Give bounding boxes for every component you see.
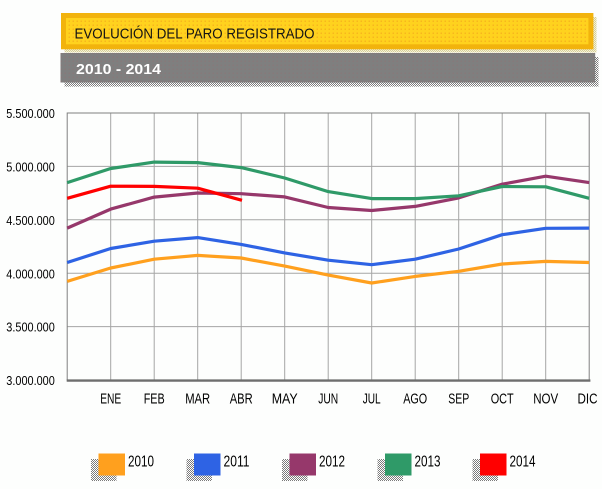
svg-text:AGO: AGO [403, 390, 427, 407]
svg-text:2010: 2010 [128, 454, 154, 471]
svg-text:MAR: MAR [185, 390, 210, 407]
svg-text:3.500.000: 3.500.000 [6, 321, 55, 335]
svg-text:MAY: MAY [272, 390, 298, 407]
svg-text:3.000.000: 3.000.000 [6, 374, 55, 388]
svg-text:OCT: OCT [491, 390, 514, 407]
svg-text:5.000.000: 5.000.000 [6, 161, 55, 175]
svg-text:JUL: JUL [363, 390, 381, 407]
svg-text:JUN: JUN [318, 390, 338, 407]
svg-text:FEB: FEB [144, 390, 165, 407]
svg-text:EVOLUCIÓN DEL PARO REGISTRADO: EVOLUCIÓN DEL PARO REGISTRADO [75, 26, 315, 43]
svg-text:2014: 2014 [510, 454, 536, 471]
svg-text:2012: 2012 [319, 454, 345, 471]
svg-text:NOV: NOV [533, 390, 558, 407]
svg-text:ABR: ABR [230, 390, 253, 407]
svg-text:2011: 2011 [224, 454, 250, 471]
svg-text:5.500.000: 5.500.000 [6, 107, 55, 121]
svg-text:2013: 2013 [415, 454, 441, 471]
svg-text:SEP: SEP [448, 390, 469, 407]
svg-text:4.500.000: 4.500.000 [6, 214, 55, 228]
svg-text:DIC: DIC [578, 390, 598, 407]
svg-text:2010 - 2014: 2010 - 2014 [76, 61, 162, 78]
svg-text:ENE: ENE [100, 390, 121, 407]
svg-text:4.000.000: 4.000.000 [6, 267, 55, 281]
